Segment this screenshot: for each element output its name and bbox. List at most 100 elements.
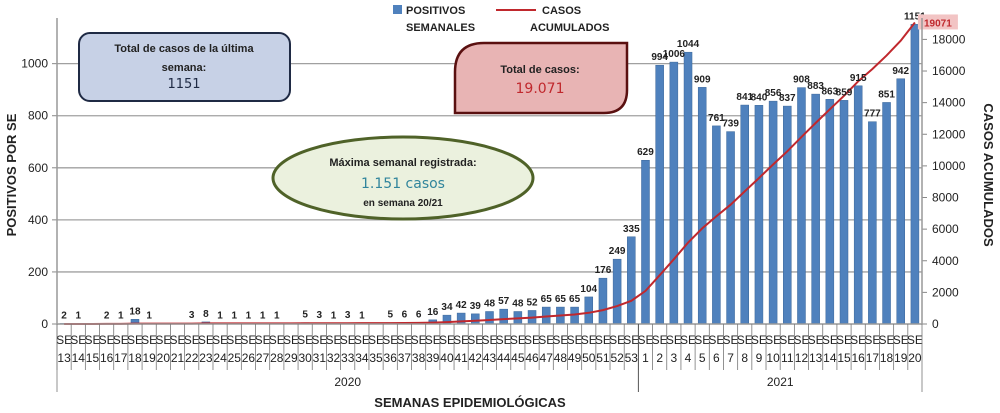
bar-data-label: 1 [260,311,266,322]
bar-data-label: 994 [651,52,668,63]
category-prefix: SE [737,333,753,347]
bar [726,131,735,325]
category-week: 53 [625,351,639,365]
bar-data-label: 65 [555,294,567,305]
bar-data-label: 6 [402,309,408,320]
bar-data-label: 335 [623,224,640,235]
category-week: 16 [100,351,114,365]
category-week: 20 [157,351,171,365]
bar [641,159,650,325]
bar-data-label: 856 [765,88,782,99]
bar [896,78,905,325]
bar [612,258,622,325]
category-prefix: SE [793,333,809,347]
category-prefix: SE [56,333,72,347]
bar-data-label: 1 [118,311,124,322]
category-week: 23 [199,351,213,365]
year-label: 2020 [334,375,361,389]
category-prefix: SE [481,333,497,347]
y2-axis-title: CASOS ACUMULADOS [981,103,996,247]
category-week: 8 [741,351,748,365]
total-cases-label: Total de casos: [500,64,579,76]
category-prefix: SE [99,333,115,347]
category-week: 37 [398,351,412,365]
category-week: 52 [610,351,624,365]
bar [853,85,863,325]
bar [655,64,664,325]
y2-tick-label: 16000 [932,64,966,78]
bar [754,105,764,325]
category-week: 3 [671,351,678,365]
category-prefix: SE [155,333,171,347]
y2-tick-label: 10000 [932,159,966,173]
category-prefix: SE [666,333,682,347]
bar-data-label: 837 [779,93,796,104]
category-week: 40 [440,351,454,365]
category-prefix: SE [822,333,838,347]
bar-data-label: 3 [345,310,351,321]
y-tick-label: 200 [28,265,48,279]
category-prefix: SE [283,333,299,347]
total-cases-value: 19.071 [516,81,565,97]
category-prefix: SE [879,333,895,347]
bar-data-label: 57 [498,296,510,307]
bar [910,24,920,325]
bar [669,61,679,325]
legend-label-bars-2: SEMANALES [406,22,475,34]
category-week: 36 [384,351,398,365]
y2-tick-label: 14000 [932,96,966,110]
bar-data-label: 5 [387,310,393,321]
category-prefix: SE [411,333,427,347]
y-axis-title: POSITIVOS POR SE [4,113,19,236]
category-prefix: SE [609,333,625,347]
category-week: 19 [894,351,908,365]
cumulative-last-label-bg [917,14,958,30]
y-tick-label: 800 [28,109,48,123]
bar-data-label: 1006 [663,49,686,60]
category-prefix: SE [836,333,852,347]
category-prefix: SE [368,333,384,347]
bar [783,105,792,325]
legend-label-line-2: ACUMULADOS [530,22,609,34]
category-prefix: SE [198,333,214,347]
bar-data-label: 48 [512,299,524,310]
bar [797,87,806,325]
category-week: 29 [284,351,298,365]
y2-tick-label: 4000 [932,254,959,268]
max-week-ellipse: Máxima semanal registrada: 1.151 casos e… [271,135,535,221]
category-prefix: SE [751,333,767,347]
category-prefix: SE [467,333,483,347]
category-prefix: SE [226,333,242,347]
bar-data-label: 249 [609,246,626,257]
max-week-sub: en semana 20/21 [363,198,443,209]
bar-data-label: 761 [708,113,725,124]
category-prefix: SE [765,333,781,347]
legend: POSITIVOS SEMANALES CASOS ACUMULADOS [393,5,609,34]
bars [59,24,920,325]
max-week-value: 1.151 casos [361,176,445,192]
bar-data-label: 3 [317,310,323,321]
category-week: 6 [713,351,720,365]
category-prefix: SE [680,333,696,347]
bar-data-label: 908 [793,75,810,86]
category-week: 33 [341,351,355,365]
category-prefix: SE [893,333,909,347]
category-prefix: SE [255,333,271,347]
category-week: 7 [727,351,734,365]
bar-data-label: 1 [75,311,81,322]
axes: 0200400600800100002000400060008000100001… [21,18,966,331]
y2-tick-label: 6000 [932,222,959,236]
bar-data-label: 48 [484,299,496,310]
bar [598,277,608,325]
bar-data-label: 52 [526,297,538,308]
category-prefix: SE [425,333,441,347]
category-prefix: SE [340,333,356,347]
category-week: 17 [866,351,880,365]
bar-data-label: 65 [569,294,581,305]
category-prefix: SE [694,333,710,347]
category-week: 18 [128,351,142,365]
category-week: 4 [685,351,692,365]
category-prefix: SE [652,333,668,347]
category-prefix: SE [354,333,370,347]
